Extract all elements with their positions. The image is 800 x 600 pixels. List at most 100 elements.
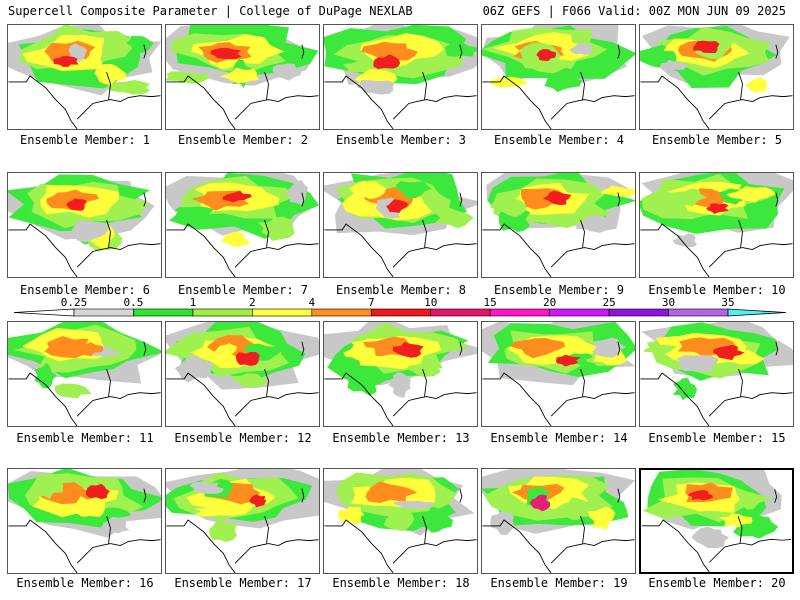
ensemble-member-map-2[interactable] [165,24,320,130]
coastline [641,489,792,572]
scp-field-map [8,322,161,426]
valid-time: 06Z GEFS | F066 Valid: 00Z MON JUN 09 20… [482,4,786,18]
green-contour [34,363,57,389]
ensemble-member-map-9[interactable] [481,172,636,278]
lightgreen-contour [434,207,474,229]
coastline [324,488,477,573]
legend-swatch [370,308,432,317]
legend-tick-label: 0.25 [61,296,88,309]
gray-contour [659,59,690,72]
ensemble-member-map-4[interactable] [481,24,636,130]
ensemble-member-map-12[interactable] [165,321,320,427]
red-core [210,47,242,60]
coastline [640,192,793,277]
yellow-contour [725,186,776,203]
ensemble-member-map-1[interactable] [7,24,162,130]
orange-core [366,486,389,500]
ensemble-member-map-10[interactable] [639,172,794,278]
lightgreen-contour [166,71,210,84]
member-caption: Ensemble Member: 19 [490,576,628,590]
ensemble-member-map-20[interactable] [639,468,794,574]
scp-field-map [640,322,793,426]
member-caption: Ensemble Member: 8 [335,283,467,297]
legend-swatch [608,308,669,317]
scp-field-map [324,469,477,573]
legend-tick-label: 1 [190,296,197,309]
coastline [8,44,161,129]
member-caption: Ensemble Member: 17 [174,576,312,590]
scp-field-map [482,469,635,573]
ensemble-member-map-16[interactable] [7,468,162,574]
gray-contour [569,42,593,56]
yellow-contour [338,506,365,525]
legend-tick-label: 25 [602,296,615,309]
gray-contour [393,500,434,509]
green-contour [672,378,697,401]
gray-contour [102,518,130,534]
coastline [640,44,793,129]
green-contour [395,181,432,199]
ensemble-member-map-6[interactable] [7,172,162,278]
yellow-contour [94,63,126,85]
lightgreen-contour [490,197,527,218]
legend-tick-label: 7 [368,296,375,309]
ensemble-member-map-11[interactable] [7,321,162,427]
green-contour [174,206,215,218]
coastline [482,341,635,426]
coastline [8,192,161,277]
magenta-core [529,494,551,512]
scp-field-map [8,25,161,129]
red-core [235,351,260,366]
scp-field-map [166,469,319,573]
gray-contour [490,510,515,535]
yellow-contour [221,231,251,248]
yellow-contour [348,180,387,200]
member-caption: Ensemble Member: 3 [335,133,467,147]
member-caption: Ensemble Member: 14 [490,431,628,445]
scp-field-map [166,173,319,277]
red-core [542,190,572,205]
legend-high-arrow [727,308,787,317]
green-contour [418,505,453,533]
green-contour [126,35,154,53]
ensemble-member-map-3[interactable] [323,24,478,130]
member-caption: Ensemble Member: 1 [19,133,151,147]
red-core [712,344,745,361]
ensemble-member-map-13[interactable] [323,321,478,427]
yellow-contour [214,343,238,356]
scp-field-map [482,25,635,129]
ensemble-member-map-7[interactable] [165,172,320,278]
ensemble-member-map-17[interactable] [165,468,320,574]
legend-swatch [549,308,610,317]
coastline [166,192,319,277]
ensemble-member-map-14[interactable] [481,321,636,427]
ensemble-member-map-19[interactable] [481,468,636,574]
legend-tick-label: 4 [309,296,316,309]
yellow-contour [343,342,376,361]
coastline [482,192,635,277]
coastline [8,341,161,426]
ensemble-member-map-18[interactable] [323,468,478,574]
member-caption: Ensemble Member: 11 [16,431,154,445]
ensemble-member-map-15[interactable] [639,321,794,427]
yellow-contour [744,76,768,93]
member-caption: Ensemble Member: 9 [493,283,625,297]
yellow-contour [195,505,244,517]
ensemble-member-map-8[interactable] [323,172,478,278]
red-core [556,354,581,367]
gray-contour [71,220,111,243]
member-caption: Ensemble Member: 6 [19,283,151,297]
legend-low-arrow [13,308,75,317]
member-caption: Ensemble Member: 16 [16,576,154,590]
lightgreen-contour [108,79,150,95]
member-caption: Ensemble Member: 12 [174,431,312,445]
legend-tick-label: 35 [721,296,734,309]
gray-contour [387,371,411,398]
orange-core [72,342,104,357]
red-core [536,48,556,61]
member-caption: Ensemble Member: 15 [648,431,786,445]
legend-tick-label: 0.5 [124,296,144,309]
red-core [66,198,87,211]
ensemble-member-map-5[interactable] [639,24,794,130]
green-contour [544,67,583,93]
